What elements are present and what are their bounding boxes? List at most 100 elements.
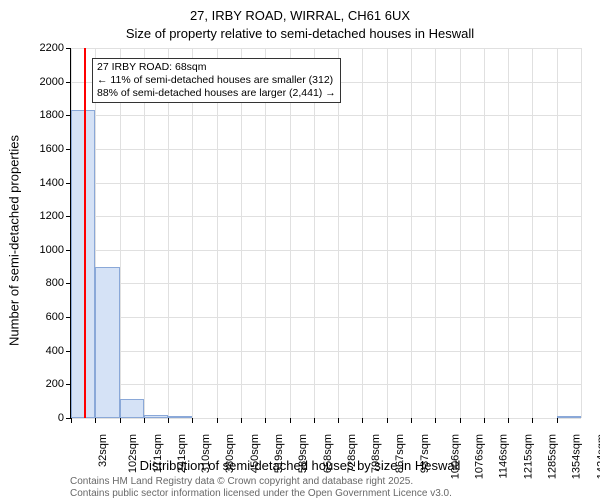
gridline-h — [71, 183, 581, 184]
x-tick-label: 1354sqm — [571, 434, 583, 479]
gridline-h — [71, 216, 581, 217]
x-tick-label: 798sqm — [370, 434, 382, 473]
gridline-v — [557, 48, 558, 418]
gridline-v — [411, 48, 412, 418]
x-tick-label: 310sqm — [200, 434, 212, 473]
histogram-bar — [144, 415, 168, 418]
x-tick-mark — [362, 418, 363, 423]
y-tick-label: 600 — [8, 311, 64, 323]
chart-title-main: 27, IRBY ROAD, WIRRAL, CH61 6UX — [0, 8, 600, 23]
histogram-bar — [557, 416, 581, 418]
gridline-v — [484, 48, 485, 418]
gridline-h — [71, 384, 581, 385]
x-tick-mark — [168, 418, 169, 423]
x-tick-label: 1006sqm — [449, 434, 461, 479]
chart-container: 27, IRBY ROAD, WIRRAL, CH61 6UX Size of … — [0, 0, 600, 500]
y-tick-label: 1800 — [8, 109, 64, 121]
footer-line1: Contains HM Land Registry data © Crown c… — [70, 476, 452, 488]
gridline-v — [265, 48, 266, 418]
gridline-h — [71, 317, 581, 318]
x-tick-mark — [71, 418, 72, 423]
gridline-v — [460, 48, 461, 418]
y-tick-label: 1000 — [8, 244, 64, 256]
annotation-box: 27 IRBY ROAD: 68sqm← 11% of semi-detache… — [92, 58, 341, 103]
x-tick-mark — [192, 418, 193, 423]
y-tick-label: 2000 — [8, 76, 64, 88]
x-tick-label: 1424sqm — [595, 434, 600, 479]
gridline-v — [314, 48, 315, 418]
y-tick-label: 800 — [8, 277, 64, 289]
gridline-h — [71, 283, 581, 284]
gridline-v — [338, 48, 339, 418]
gridline-h — [71, 48, 581, 49]
y-tick-label: 1600 — [8, 143, 64, 155]
gridline-v — [581, 48, 582, 418]
histogram-bar — [168, 416, 192, 418]
y-tick-label: 2200 — [8, 42, 64, 54]
x-tick-label: 102sqm — [127, 434, 139, 473]
x-tick-mark — [484, 418, 485, 423]
chart-title-sub: Size of property relative to semi-detach… — [0, 26, 600, 41]
y-tick-label: 0 — [8, 412, 64, 424]
x-tick-label: 380sqm — [225, 434, 237, 473]
x-tick-label: 1076sqm — [474, 434, 486, 479]
gridline-v — [387, 48, 388, 418]
x-tick-label: 171sqm — [152, 434, 164, 473]
gridline-v — [362, 48, 363, 418]
x-tick-label: 728sqm — [346, 434, 358, 473]
gridline-v — [532, 48, 533, 418]
x-tick-mark — [120, 418, 121, 423]
x-tick-mark — [314, 418, 315, 423]
annotation-line: ← 11% of semi-detached houses are smalle… — [97, 74, 336, 87]
gridline-h — [71, 418, 581, 419]
x-tick-label: 32sqm — [97, 434, 109, 467]
reference-line — [84, 48, 86, 418]
y-tick-label: 1200 — [8, 210, 64, 222]
gridline-v — [508, 48, 509, 418]
x-tick-label: 450sqm — [249, 434, 261, 473]
gridline-h — [71, 115, 581, 116]
plot-area — [70, 48, 581, 419]
histogram-bar — [95, 267, 119, 418]
gridline-h — [71, 149, 581, 150]
annotation-line: 88% of semi-detached houses are larger (… — [97, 87, 336, 100]
footer-line2: Contains public sector information licen… — [70, 488, 452, 500]
x-tick-mark — [338, 418, 339, 423]
x-tick-label: 1285sqm — [546, 434, 558, 479]
x-tick-mark — [241, 418, 242, 423]
histogram-bar — [120, 399, 144, 418]
gridline-v — [192, 48, 193, 418]
gridline-h — [71, 351, 581, 352]
x-tick-label: 1215sqm — [522, 434, 534, 479]
gridline-v — [144, 48, 145, 418]
annotation-line: 27 IRBY ROAD: 68sqm — [97, 61, 336, 74]
gridline-v — [217, 48, 218, 418]
x-tick-mark — [411, 418, 412, 423]
x-tick-label: 937sqm — [419, 434, 431, 473]
x-tick-label: 1146sqm — [497, 434, 509, 478]
gridline-v — [120, 48, 121, 418]
gridline-h — [71, 250, 581, 251]
x-tick-mark — [557, 418, 558, 423]
gridline-v — [290, 48, 291, 418]
x-tick-label: 658sqm — [322, 434, 334, 473]
gridline-v — [435, 48, 436, 418]
gridline-v — [241, 48, 242, 418]
footer-text: Contains HM Land Registry data © Crown c… — [70, 476, 452, 500]
x-tick-label: 241sqm — [176, 434, 188, 473]
x-tick-mark — [290, 418, 291, 423]
y-tick-label: 200 — [8, 378, 64, 390]
x-tick-mark — [508, 418, 509, 423]
x-tick-mark — [460, 418, 461, 423]
x-tick-mark — [265, 418, 266, 423]
x-tick-mark — [217, 418, 218, 423]
x-tick-label: 589sqm — [297, 434, 309, 473]
x-tick-mark — [95, 418, 96, 423]
y-tick-label: 1400 — [8, 177, 64, 189]
x-tick-mark — [387, 418, 388, 423]
x-tick-mark — [435, 418, 436, 423]
x-tick-label: 519sqm — [273, 434, 285, 473]
y-tick-label: 400 — [8, 345, 64, 357]
x-tick-mark — [532, 418, 533, 423]
x-tick-mark — [144, 418, 145, 423]
